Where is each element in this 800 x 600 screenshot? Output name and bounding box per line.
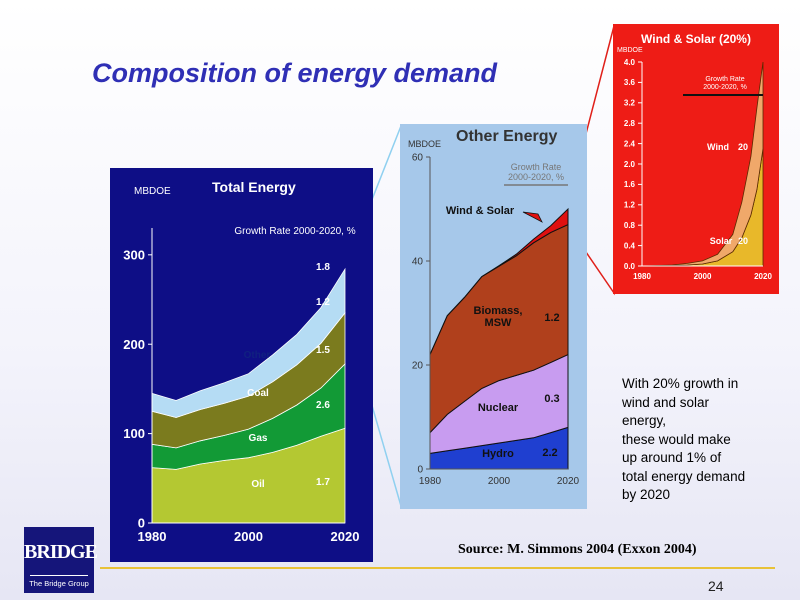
growth-note: With 20% growth in wind and solar energy… (622, 375, 782, 505)
growth-rate-label: 1.2 (544, 312, 559, 324)
wind-solar-chart: Wind & Solar (20%)MBDOE 0.0 0.4 0.8 1.2 1.6 2.… (617, 32, 772, 281)
other-energy-panel: Other Energy MBDOE 0 20 40 60 1980 2000 2020 Hydr… (400, 124, 587, 509)
note-line: up around 1% of (622, 450, 722, 465)
wind-solar-panel: Wind & Solar (20%) MBDOE 0.0 0.4 0.8 1.2 1.6 2.… (613, 24, 779, 294)
note-line: these would make (622, 431, 731, 447)
series-label: Oil (251, 479, 265, 490)
logo-divider (30, 575, 88, 576)
y-tick-label: 0.0 (624, 262, 636, 271)
growth-rate-label: 0.3 (544, 393, 559, 405)
y-tick-label: 100 (123, 426, 145, 441)
series-label: Other (244, 350, 271, 361)
note-line: wind and solar (622, 394, 710, 410)
y-tick-label: 1.6 (624, 180, 636, 189)
y-axis-label: MBDOE (617, 47, 643, 54)
growth-rate-label: 2.2 (542, 447, 557, 459)
growth-rate-label: 1.2 (316, 297, 330, 308)
x-tick-label: 1980 (633, 272, 651, 281)
x-tick-label: 2020 (331, 529, 360, 544)
series-label: MSW (485, 317, 513, 329)
growth-rate-label: 1.5 (316, 345, 330, 356)
page-number: 24 (708, 578, 724, 594)
other-energy-chart: Other Energy MBDOE 0 20 40 60 1980 2000 2020 Hydr… (408, 128, 580, 487)
y-tick-label: 0 (417, 465, 423, 476)
x-tick-label: 2000 (234, 529, 263, 544)
area-wind (641, 61, 764, 267)
note-line: With 20% growth in (622, 376, 739, 391)
source-citation: Source: M. Simmons 2004 (Exxon 2004) (458, 542, 697, 557)
logo-word: BRIDGE (24, 541, 98, 563)
area-wind-solar (429, 207, 569, 355)
y-tick-label: 3.2 (624, 99, 636, 108)
wind-solar-arrow (522, 211, 543, 223)
growth-rate-header: Growth Rate 2000-2020, % (234, 226, 355, 237)
series-label: Hydro (482, 448, 514, 460)
growth-rate-header: 2000-2020, % (508, 172, 564, 182)
x-tick-label: 2020 (557, 476, 580, 487)
y-tick-label: 60 (412, 153, 424, 164)
total-energy-chart: Total Energy MBDOE 0 100 200 300 1980 2000 2020 O… (123, 179, 360, 544)
growth-rate-header: Growth Rate (705, 76, 744, 83)
growth-rate-label: 20 (738, 236, 748, 246)
chart-title: Total Energy (212, 179, 296, 195)
chart-title: Other Energy (456, 128, 557, 145)
series-label: Biomass, (474, 305, 523, 317)
area-other (151, 267, 346, 418)
y-tick-label: 2.8 (624, 119, 636, 128)
chart-title: Wind & Solar (20%) (641, 32, 751, 46)
series-label: Coal (247, 388, 269, 399)
x-tick-label: 2000 (694, 272, 712, 281)
series-label: Wind & Solar (446, 205, 515, 217)
y-tick-label: 2.0 (624, 160, 636, 169)
y-axis-label: MBDOE (408, 139, 441, 149)
growth-rate-header: Growth Rate (511, 162, 562, 172)
y-tick-label: 20 (412, 361, 424, 372)
y-tick-label: 300 (123, 247, 145, 262)
y-tick-label: 3.6 (624, 78, 636, 87)
y-tick-label: 0 (138, 516, 145, 531)
growth-rate-label: 20 (738, 142, 748, 152)
series-label: Nuclear (478, 402, 519, 414)
growth-rate-label: 2.6 (316, 400, 330, 411)
footer-rule (100, 567, 775, 569)
y-axis-label: MBDOE (134, 186, 171, 197)
bridge-logo: BRIDGE The Bridge Group (24, 527, 98, 593)
note-line: by 2020 (622, 487, 671, 502)
x-tick-label: 2020 (754, 272, 772, 281)
note-line: energy, (622, 413, 667, 428)
y-tick-label: 200 (123, 337, 145, 352)
y-tick-label: 1.2 (624, 201, 636, 210)
y-tick-label: 0.4 (624, 241, 636, 250)
x-tick-label: 1980 (138, 529, 167, 544)
series-label: Gas (249, 433, 268, 444)
y-tick-label: 40 (412, 257, 424, 268)
growth-rate-header: 2000-2020, % (703, 84, 747, 91)
x-tick-label: 2000 (488, 476, 511, 487)
y-tick-label: 2.4 (624, 139, 636, 148)
y-tick-label: 4.0 (624, 58, 636, 67)
y-tick-label: 0.8 (624, 221, 636, 230)
series-label: Wind (707, 142, 729, 152)
note-line: total energy demand (622, 468, 746, 484)
growth-rate-label: 1.7 (316, 477, 330, 488)
x-tick-label: 1980 (419, 476, 442, 487)
total-energy-panel: Total Energy MBDOE 0 100 200 300 1980 2000 2020 O… (110, 168, 373, 562)
total-growth-rate: 1.8 (316, 262, 330, 273)
logo-subtitle: The Bridge Group (29, 579, 89, 588)
series-label: Solar (710, 236, 733, 246)
slide-title: Composition of energy demand (92, 58, 498, 88)
